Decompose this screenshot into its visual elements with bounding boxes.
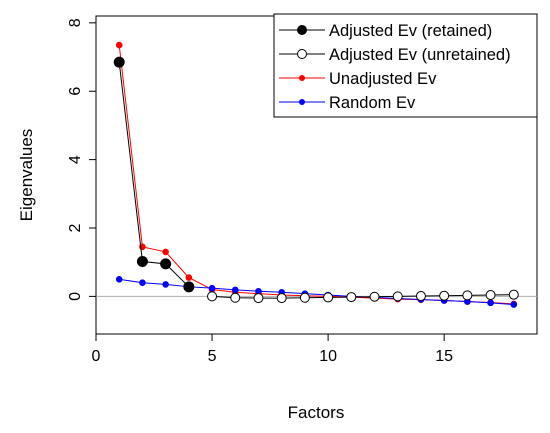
data-point: [485, 290, 496, 301]
data-point: [439, 290, 450, 301]
legend-item: Adjusted Ev (unretained): [279, 46, 511, 64]
data-point: [462, 290, 473, 301]
data-point: [508, 289, 519, 300]
data-point: [346, 292, 357, 303]
legend-marker: [299, 99, 305, 105]
x-tick-label: 0: [92, 348, 101, 365]
x-axis: 0 5 10 15: [92, 333, 453, 365]
data-point: [230, 292, 241, 303]
data-point: [185, 274, 193, 281]
legend-marker: [299, 75, 305, 81]
legend-box: [273, 13, 538, 118]
data-point: [136, 256, 148, 268]
data-point: [415, 291, 426, 302]
y-tick-label: 4: [67, 155, 84, 164]
x-tick-label: 10: [319, 348, 337, 365]
data-point: [139, 279, 146, 287]
data-point: [208, 284, 216, 292]
x-axis-title: Factors: [288, 403, 345, 422]
data-point: [253, 293, 264, 304]
y-axis-title: Eigenvalues: [17, 129, 36, 222]
legend-item: Unadjusted Ev: [279, 70, 437, 88]
series-random-ev: [115, 275, 518, 308]
legend-label: Adjusted Ev (retained): [329, 22, 492, 40]
data-point: [369, 291, 380, 302]
data-point: [160, 258, 172, 270]
data-point: [231, 286, 239, 294]
data-point: [115, 275, 123, 283]
data-point: [276, 293, 287, 304]
data-point: [510, 301, 518, 308]
x-tick-label: 15: [435, 348, 453, 365]
series-adjusted-ev-retained: [113, 56, 195, 293]
series-adjusted-ev-unretained: [207, 289, 519, 304]
data-point: [323, 292, 334, 303]
legend: Adjusted Ev (retained) Adjusted Ev (unret…: [273, 13, 538, 118]
legend-marker: [297, 25, 307, 35]
data-point: [162, 281, 169, 288]
y-tick-label: 2: [67, 223, 84, 232]
series-line: [118, 62, 190, 288]
legend-item: Random Ev: [279, 94, 416, 112]
data-point: [487, 299, 494, 307]
data-point: [115, 41, 123, 49]
legend-label: Random Ev: [329, 94, 416, 112]
y-tick-label: 0: [67, 292, 84, 301]
x-tick-label: 5: [208, 348, 217, 365]
y-tick-label: 6: [67, 87, 84, 96]
data-point: [162, 248, 169, 256]
legend-marker: [297, 49, 307, 59]
data-point: [392, 291, 403, 302]
legend-label: Unadjusted Ev: [329, 70, 437, 88]
data-point: [299, 292, 310, 303]
data-point: [207, 291, 218, 302]
series-layer: [113, 41, 519, 308]
y-axis: 0 2 4 6 8: [67, 18, 97, 301]
legend-item: Adjusted Ev (retained): [279, 22, 492, 40]
y-tick-label: 8: [67, 18, 84, 27]
data-point: [183, 281, 195, 293]
series-line: [119, 278, 514, 306]
legend-label: Adjusted Ev (unretained): [329, 46, 511, 64]
data-point: [113, 56, 125, 68]
